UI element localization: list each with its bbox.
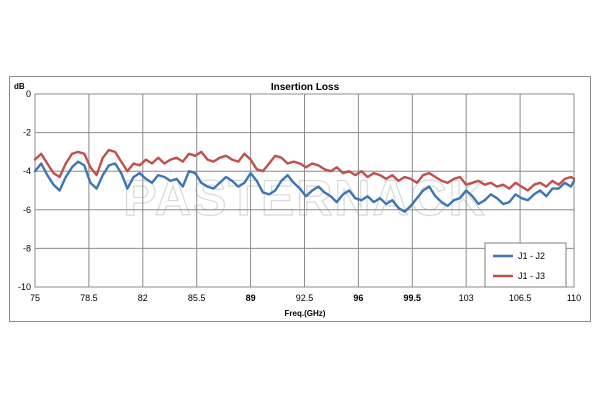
x-tick-label: 103	[459, 293, 474, 303]
y-tick-label: 0	[26, 89, 31, 99]
series-line-1	[33, 160, 576, 213]
y-axis-label: dB	[14, 82, 25, 91]
legend-label: J1 - J2	[518, 251, 545, 261]
x-tick-label: 106.5	[509, 293, 532, 303]
series-line-2	[33, 148, 576, 192]
x-tick-label: 78.5	[80, 293, 98, 303]
legend-label: J1 - J3	[518, 271, 545, 281]
x-tick-label: 99.5	[404, 293, 422, 303]
y-tick-label: -6	[23, 205, 31, 215]
y-tick-label: -4	[23, 166, 31, 176]
y-tick-label: -8	[23, 243, 31, 253]
chart-title: Insertion Loss	[271, 82, 340, 93]
x-tick-label: 75	[30, 293, 40, 303]
x-tick-label: 110	[567, 293, 581, 303]
x-tick-label: 82	[138, 293, 148, 303]
y-tick-label: -2	[23, 128, 31, 138]
x-axis-label: Freq.(GHz)	[285, 309, 326, 318]
x-tick-label: 92.5	[296, 293, 314, 303]
x-tick-label: 89	[246, 293, 256, 303]
legend-box	[484, 242, 567, 288]
x-tick-label: 85.5	[188, 293, 206, 303]
x-tick-label: 96	[353, 293, 363, 303]
legend: J1 - J2 J1 - J3	[484, 242, 567, 288]
series-lines	[33, 148, 576, 213]
y-tick-label: -10	[18, 282, 31, 292]
